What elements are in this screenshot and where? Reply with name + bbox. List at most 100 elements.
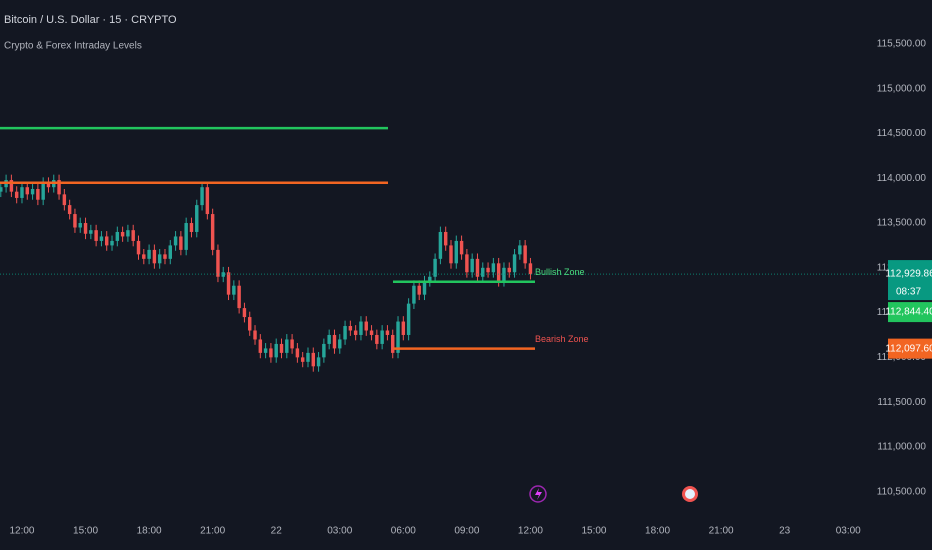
candle-body	[491, 263, 496, 273]
candle-body	[274, 343, 278, 358]
candle-body	[210, 214, 215, 250]
candle-body	[391, 334, 395, 353]
candle-body	[147, 249, 151, 259]
candle-body	[62, 194, 67, 206]
candle-body	[417, 285, 421, 295]
candle-body	[369, 330, 374, 335]
candle-body	[502, 267, 506, 282]
x-tick-label: 21:00	[709, 526, 734, 537]
candle-body	[41, 182, 45, 200]
y-tick-label: 114,000.00	[877, 173, 927, 184]
candle-body	[475, 258, 480, 277]
candle-body	[200, 187, 204, 206]
candle-body	[528, 263, 533, 275]
candle-body	[242, 308, 247, 318]
last-price-label: 112,929.86	[885, 269, 932, 280]
candle-body	[285, 339, 289, 353]
candle-body	[380, 330, 384, 344]
candle-body	[385, 330, 390, 335]
candle-body	[300, 357, 305, 362]
x-tick-label: 23	[779, 526, 791, 537]
candle-body	[115, 231, 120, 241]
x-tick-label: 21:00	[200, 526, 225, 537]
y-tick-label: 114,500.00	[877, 128, 927, 139]
candle-body	[73, 214, 77, 228]
candle-body	[25, 187, 29, 195]
candle-body	[57, 180, 61, 195]
candle-body	[253, 330, 257, 340]
zone-label: Bearish Zone	[535, 334, 589, 344]
candle-body	[512, 254, 517, 273]
x-tick-label: 03:00	[327, 526, 352, 537]
y-tick-label: 111,500.00	[877, 397, 926, 408]
candle-body	[412, 285, 416, 304]
symbol-title: Bitcoin / U.S. Dollar · 15 · CRYPTO	[4, 14, 177, 26]
candle-body	[290, 339, 294, 349]
candle-body	[306, 352, 310, 362]
candle-body	[518, 245, 522, 255]
event-icons	[529, 485, 698, 503]
candle-body	[406, 303, 411, 335]
candle-body	[20, 187, 24, 198]
candle-body	[353, 330, 358, 335]
candle-body	[443, 231, 448, 246]
candle-body	[30, 188, 35, 195]
zone-price-label: 112,097.60	[885, 343, 932, 354]
candle-body	[94, 230, 98, 241]
x-tick-label: 15:00	[581, 526, 606, 537]
x-tick-label: 22	[271, 526, 283, 537]
candle-body	[120, 231, 125, 237]
candle-body	[36, 188, 40, 200]
candle-body	[311, 352, 316, 367]
candle-body	[332, 334, 337, 349]
x-tick-label: 06:00	[391, 526, 416, 537]
candle-body	[163, 254, 167, 259]
candle-body	[279, 343, 284, 353]
candle-body	[205, 187, 210, 215]
candle-body	[9, 180, 14, 192]
candle-body	[126, 230, 130, 237]
y-tick-label: 113,500.00	[877, 218, 927, 229]
candle-body	[168, 245, 173, 259]
candle-body	[152, 249, 157, 264]
candle-body	[364, 321, 368, 331]
candle-body	[401, 321, 406, 335]
candle-body	[327, 334, 331, 344]
zone-price-tag	[888, 302, 932, 323]
candle-body	[428, 276, 432, 282]
candle-body	[78, 223, 82, 228]
candle-body	[338, 339, 342, 349]
candle-body	[99, 236, 104, 241]
x-tick-label: 03:00	[836, 526, 861, 537]
x-tick-label: 12:00	[518, 526, 543, 537]
event-icon-glyph	[535, 488, 542, 500]
candle-body	[470, 258, 474, 273]
zone-label: Bullish Zone	[535, 267, 585, 277]
y-tick-label: 115,500.00	[877, 39, 927, 50]
candle-body	[459, 240, 464, 255]
candle-body	[348, 326, 353, 331]
candle-body	[481, 267, 485, 277]
candle-body	[179, 236, 183, 250]
candle-body	[454, 240, 459, 264]
candle-body	[142, 254, 146, 259]
x-tick-label: 18:00	[137, 526, 162, 537]
candle-body	[216, 249, 220, 277]
zone-price-label: 112,844.40	[885, 307, 932, 318]
x-tick-label: 15:00	[73, 526, 98, 537]
last-price-tag	[888, 260, 932, 301]
candle-body	[105, 236, 109, 246]
candle-body	[359, 321, 363, 335]
candle-body	[258, 339, 263, 353]
indicator-name: Crypto & Forex Intraday Levels	[4, 41, 142, 52]
candle-body	[184, 223, 188, 250]
candle-body	[422, 281, 427, 295]
zone-price-tag	[888, 338, 932, 359]
candle-body	[465, 254, 469, 273]
candle-body	[486, 267, 490, 273]
candle-body	[67, 205, 72, 215]
candle-body	[131, 230, 135, 241]
candle-body	[195, 205, 199, 232]
